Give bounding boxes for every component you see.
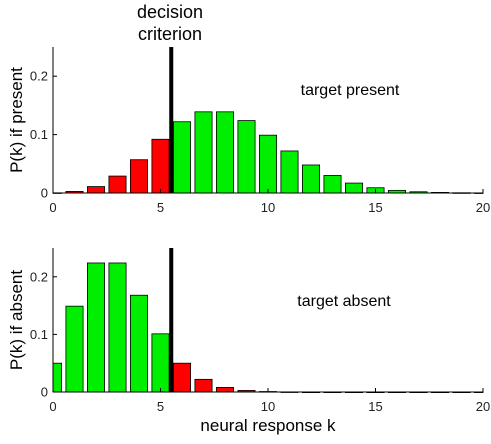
x-tick-label-20: 20 (476, 399, 490, 414)
x-tick-label-10: 10 (261, 200, 275, 215)
x-tick-label-5: 5 (157, 200, 164, 215)
bar-k-11 (280, 150, 299, 194)
bar-k-3 (108, 262, 127, 393)
y-axis-label: P(k) if absent (7, 270, 26, 370)
bar-k-7 (194, 378, 213, 393)
x-axis-label: neural response k (200, 416, 336, 435)
bar-k-4 (129, 159, 148, 194)
y-tick-label-0: 0 (41, 385, 48, 400)
x-tick-label-0: 0 (49, 200, 56, 215)
bar-k-8 (215, 111, 234, 194)
bar-k-5 (151, 333, 170, 393)
y-axis-label: P(k) if present (7, 67, 26, 173)
bar-k-5 (151, 138, 170, 194)
y-tick-label-0.1: 0.1 (30, 327, 48, 342)
criterion-title-line-2: criterion (137, 24, 203, 44)
panel-target-present: 0 5 10 15 20 0 0.1 0.2 target present P(k) if pre… (7, 47, 490, 215)
y-tick-label-0.1: 0.1 (30, 127, 48, 142)
x-tick-label-15: 15 (368, 399, 382, 414)
bar-k-4 (129, 294, 148, 393)
y-tick-label-0.2: 0.2 (30, 69, 48, 84)
bar-k-12 (301, 164, 320, 194)
bar-k-9 (237, 120, 256, 194)
bar-k-3 (108, 175, 127, 194)
bar-k-6 (172, 362, 191, 393)
annotation-label: target absent (297, 293, 391, 310)
x-tick-label-5: 5 (157, 399, 164, 414)
bar-k-0 (52, 362, 62, 393)
bar-k-6 (172, 121, 191, 194)
y-tick-label-0: 0 (41, 186, 48, 201)
bar-k-2 (87, 186, 106, 194)
bar-k-2 (87, 262, 106, 393)
bar-k-7 (194, 111, 213, 194)
x-tick-label-20: 20 (476, 200, 490, 215)
bar-k-10 (258, 134, 277, 194)
bar-k-8 (215, 386, 234, 393)
bar-k-13 (323, 175, 342, 194)
x-tick-label-10: 10 (261, 399, 275, 414)
bar-k-14 (344, 182, 363, 194)
x-tick-label-0: 0 (49, 399, 56, 414)
bar-k-1 (65, 305, 84, 393)
criterion-title-line-1: decision (136, 2, 204, 22)
y-tick-label-0.2: 0.2 (30, 269, 48, 284)
panel-target-absent: 0 5 10 15 20 0 0.1 0.2 target absent P(k) if abse… (7, 248, 490, 435)
annotation-label: target present (301, 82, 400, 99)
x-tick-label-15: 15 (368, 200, 382, 215)
